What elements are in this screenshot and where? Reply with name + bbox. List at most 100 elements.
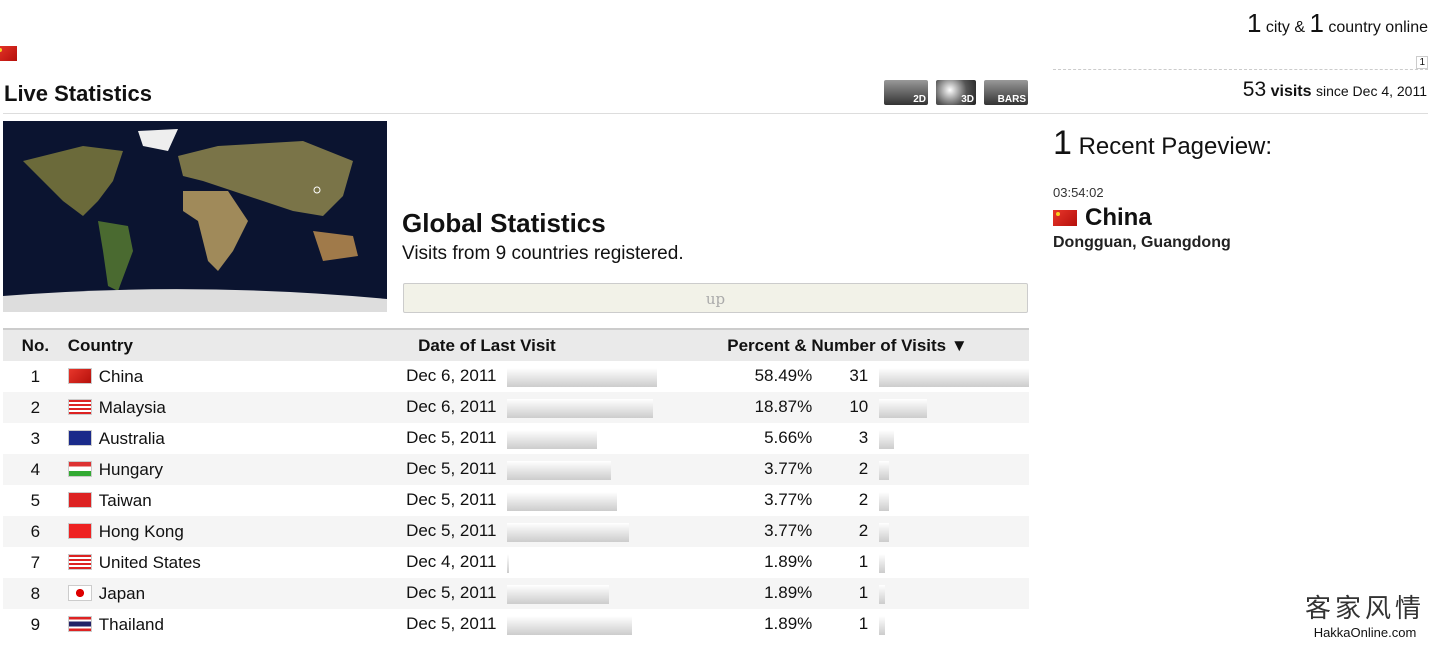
row-country[interactable]: Hong Kong	[67, 516, 401, 547]
visit-percent: 18.87%	[754, 397, 813, 417]
col-no[interactable]: No.	[21, 335, 50, 355]
row-country[interactable]: Hungary	[67, 454, 401, 485]
visits-bar	[879, 615, 885, 635]
country-name: Hong Kong	[98, 521, 184, 541]
row-no: 7	[30, 552, 41, 572]
row-visits: 3.77% 2	[712, 454, 1029, 485]
world-map[interactable]	[3, 121, 387, 312]
row-no: 6	[30, 521, 41, 541]
row-no: 5	[30, 490, 41, 510]
table-row[interactable]: 8 Japan Dec 5, 2011 1.89% 1	[3, 578, 1029, 609]
visits-bar	[879, 522, 889, 542]
global-stats-title: Global Statistics	[402, 208, 606, 238]
last-visit-date: Dec 5, 2011	[406, 428, 497, 448]
row-date: Dec 5, 2011	[401, 516, 712, 547]
visits-bar	[879, 553, 885, 573]
row-visits: 3.77% 2	[712, 516, 1029, 547]
visit-percent: 1.89%	[764, 614, 813, 634]
row-date: Dec 5, 2011	[401, 485, 712, 516]
col-visits[interactable]: Percent & Number of Visits ▼	[712, 329, 1029, 361]
col-date[interactable]: Date of Last Visit	[418, 335, 556, 355]
recent-pageviews-title: 1 Recent Pageview:	[1053, 124, 1272, 163]
country-label: country online	[1328, 19, 1428, 36]
row-no: 3	[30, 428, 41, 448]
row-country[interactable]: Malaysia	[67, 392, 401, 423]
city-label: city &	[1265, 19, 1305, 36]
last-visit-date: Dec 4, 2011	[406, 552, 497, 572]
visit-count: 1	[858, 552, 869, 572]
up-button[interactable]: up	[403, 283, 1028, 313]
row-date: Dec 6, 2011	[401, 392, 712, 423]
row-country[interactable]: Taiwan	[67, 485, 401, 516]
row-country[interactable]: United States	[67, 547, 401, 578]
cities-count: 1	[1246, 8, 1262, 38]
table-row[interactable]: 6 Hong Kong Dec 5, 2011 3.77% 2	[3, 516, 1029, 547]
row-visits: 58.49% 31	[712, 361, 1029, 392]
country-name: Japan	[98, 583, 146, 603]
last-visit-date: Dec 5, 2011	[406, 521, 497, 541]
watermark-cn: 客家风情	[1304, 594, 1425, 624]
country-name: Australia	[98, 428, 165, 448]
table-row[interactable]: 2 Malaysia Dec 6, 2011 18.87% 10	[3, 392, 1029, 423]
visits-bar	[879, 429, 894, 449]
row-no: 9	[30, 614, 41, 634]
divider	[3, 113, 1428, 114]
view-bars-button[interactable]: BARS	[984, 80, 1028, 105]
global-stats-subtitle: Visits from 9 countries registered.	[402, 243, 684, 264]
view-3d-button[interactable]: 3D	[936, 80, 976, 105]
watermark-en: HakkaOnline.com	[1313, 625, 1417, 640]
visit-count: 1	[858, 614, 869, 634]
table-header-row: No. Country Date of Last Visit Percent &…	[3, 329, 1029, 361]
view-2d-button[interactable]: 2D	[884, 80, 928, 105]
pageview-city: Dongguan, Guangdong	[1053, 234, 1231, 251]
date-bar	[507, 460, 611, 480]
row-country[interactable]: Japan	[67, 578, 401, 609]
table-row[interactable]: 9 Thailand Dec 5, 2011 1.89% 1	[3, 609, 1029, 640]
recent-label: Recent Pageview:	[1078, 133, 1273, 160]
row-visits: 5.66% 3	[712, 423, 1029, 454]
row-date: Dec 6, 2011	[401, 361, 712, 392]
row-country[interactable]: China	[67, 361, 401, 392]
page-title: Live Statistics	[4, 81, 152, 106]
visits-bar	[879, 398, 928, 418]
visit-count: 2	[858, 490, 869, 510]
row-country[interactable]: Australia	[67, 423, 401, 454]
visit-count: 1	[858, 583, 869, 603]
visit-percent: 5.66%	[764, 428, 813, 448]
table-row[interactable]: 4 Hungary Dec 5, 2011 3.77% 2	[3, 454, 1029, 485]
pageview-country-name: China	[1085, 204, 1152, 231]
row-no: 2	[30, 397, 41, 417]
visits-count: 53	[1242, 78, 1267, 101]
country-name: Taiwan	[98, 490, 152, 510]
china-flag-icon[interactable]	[0, 46, 17, 61]
table-row[interactable]: 7 United States Dec 4, 2011 1.89% 1	[3, 547, 1029, 578]
visit-count: 2	[858, 459, 869, 479]
col-country[interactable]: Country	[67, 335, 133, 355]
visit-percent: 3.77%	[764, 459, 813, 479]
hk-flag-icon	[67, 522, 92, 539]
online-summary: 1 city & 1 country online	[1247, 8, 1428, 39]
tw-flag-icon	[67, 491, 92, 508]
visit-percent: 3.77%	[764, 521, 813, 541]
row-no: 4	[30, 459, 41, 479]
table-row[interactable]: 1 China Dec 6, 2011 58.49% 31	[3, 361, 1029, 392]
row-visits: 1.89% 1	[712, 609, 1029, 640]
row-visits: 3.77% 2	[712, 485, 1029, 516]
country-name: Hungary	[98, 459, 164, 479]
table-row[interactable]: 5 Taiwan Dec 5, 2011 3.77% 2	[3, 485, 1029, 516]
visit-count: 31	[849, 366, 869, 386]
last-visit-date: Dec 5, 2011	[406, 614, 497, 634]
th-flag-icon	[67, 615, 92, 632]
us-flag-icon	[67, 553, 92, 570]
watermark-logo: 客家风情 HakkaOnline.com	[1305, 588, 1425, 640]
table-row[interactable]: 3 Australia Dec 5, 2011 5.66% 3	[3, 423, 1029, 454]
visit-percent: 58.49%	[754, 366, 813, 386]
visits-bar	[879, 491, 889, 511]
visits-summary: 53 visits since Dec 4, 2011	[1243, 78, 1427, 102]
row-country[interactable]: Thailand	[67, 609, 401, 640]
visits-bar	[879, 584, 885, 604]
visits-label: visits	[1270, 83, 1312, 100]
date-bar	[507, 615, 632, 635]
row-visits: 1.89% 1	[712, 578, 1029, 609]
date-bar	[507, 522, 629, 542]
